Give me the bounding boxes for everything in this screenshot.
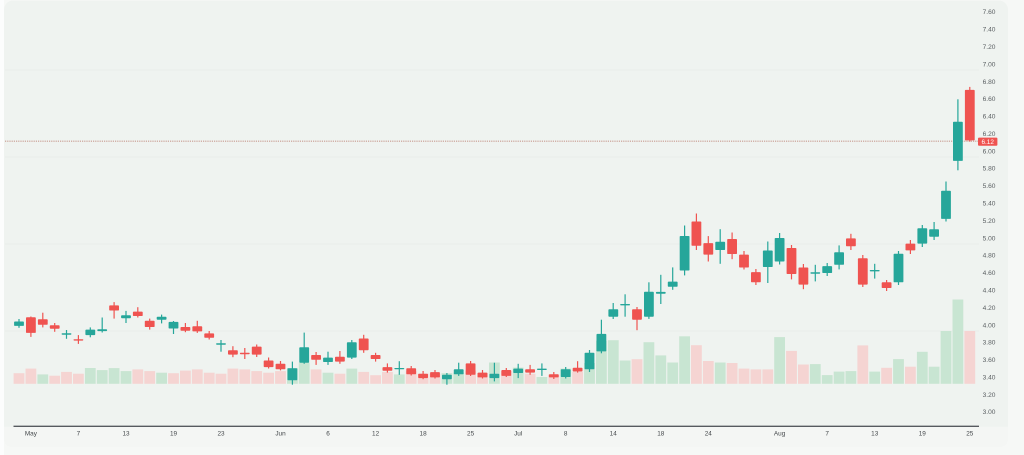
- svg-text:23: 23: [217, 431, 225, 438]
- svg-text:12: 12: [372, 431, 380, 438]
- svg-text:18: 18: [657, 431, 665, 438]
- svg-text:13: 13: [871, 431, 879, 438]
- svg-text:7.20: 7.20: [983, 44, 996, 51]
- svg-text:Aug: Aug: [774, 431, 786, 438]
- svg-text:19: 19: [170, 431, 178, 438]
- svg-text:4.60: 4.60: [983, 270, 996, 277]
- svg-text:Jun: Jun: [275, 431, 286, 438]
- svg-text:5.00: 5.00: [983, 235, 996, 242]
- svg-text:7.40: 7.40: [983, 27, 996, 34]
- svg-text:18: 18: [420, 431, 428, 438]
- svg-text:3.60: 3.60: [983, 357, 996, 364]
- svg-text:3.20: 3.20: [983, 392, 996, 399]
- svg-text:14: 14: [610, 431, 618, 438]
- svg-text:Jul: Jul: [514, 431, 522, 438]
- svg-text:6.20: 6.20: [983, 131, 996, 138]
- svg-text:5.40: 5.40: [983, 201, 996, 208]
- svg-text:7.60: 7.60: [983, 9, 996, 16]
- svg-text:May: May: [25, 431, 38, 438]
- svg-text:3.40: 3.40: [983, 374, 996, 381]
- svg-text:6: 6: [326, 431, 330, 438]
- svg-text:3.00: 3.00: [983, 409, 996, 416]
- svg-text:6.60: 6.60: [983, 96, 996, 103]
- svg-text:5.80: 5.80: [983, 166, 996, 173]
- svg-text:13: 13: [122, 431, 130, 438]
- svg-text:3.80: 3.80: [983, 340, 996, 347]
- svg-text:25: 25: [966, 431, 974, 438]
- svg-text:6.40: 6.40: [983, 114, 996, 121]
- svg-text:4.00: 4.00: [983, 322, 996, 329]
- svg-text:8: 8: [564, 431, 568, 438]
- svg-text:4.40: 4.40: [983, 288, 996, 295]
- svg-text:7: 7: [77, 431, 81, 438]
- svg-text:6.80: 6.80: [983, 79, 996, 86]
- svg-text:4.80: 4.80: [983, 253, 996, 260]
- svg-text:19: 19: [919, 431, 927, 438]
- svg-text:7.00: 7.00: [983, 61, 996, 68]
- svg-text:25: 25: [467, 431, 475, 438]
- svg-text:4.20: 4.20: [983, 305, 996, 312]
- svg-text:24: 24: [705, 431, 713, 438]
- svg-text:5.20: 5.20: [983, 218, 996, 225]
- svg-text:5.60: 5.60: [983, 183, 996, 190]
- svg-text:6.12: 6.12: [981, 139, 994, 146]
- svg-text:6.00: 6.00: [983, 148, 996, 155]
- svg-text:7: 7: [825, 431, 829, 438]
